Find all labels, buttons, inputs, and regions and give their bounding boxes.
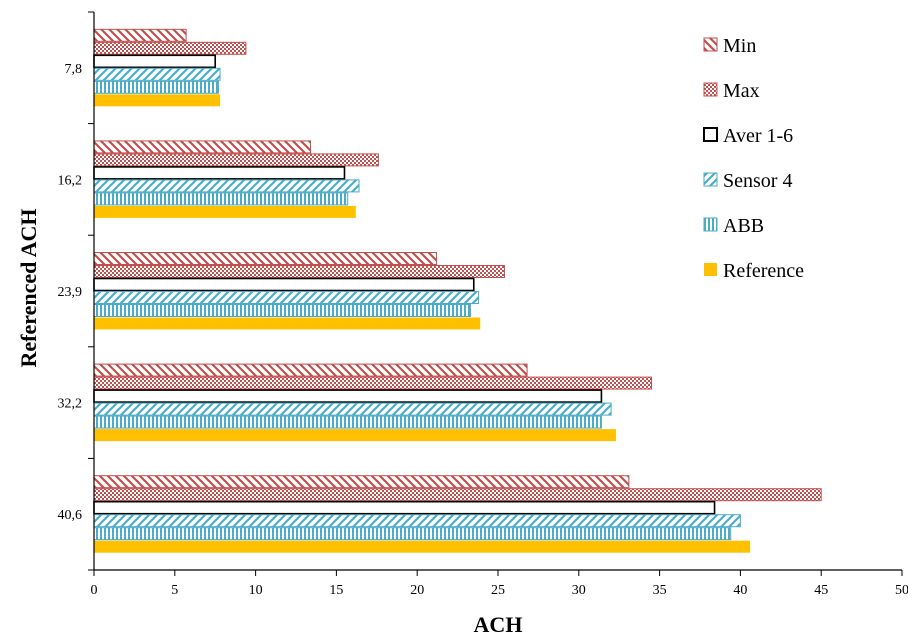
y-tick-labels: 7,8 16,2 23,9 32,2 40,6 bbox=[58, 62, 83, 523]
bar-sensor-4-16-2 bbox=[93, 179, 360, 193]
bar-abb-7-8 bbox=[93, 80, 219, 94]
legend-label: Sensor 4 bbox=[723, 170, 792, 192]
x-tick-label: 15 bbox=[329, 583, 343, 598]
y-tick-label: 7,8 bbox=[65, 62, 83, 77]
y-tick-label: 23,9 bbox=[58, 285, 83, 300]
x-tick-label: 50 bbox=[895, 583, 908, 598]
legend-label: Reference bbox=[723, 260, 804, 282]
bars-group bbox=[93, 28, 822, 553]
legend-label: ABB bbox=[723, 215, 764, 237]
legend-swatch bbox=[703, 82, 718, 97]
bar-max-40-6 bbox=[93, 488, 822, 502]
x-tick-label: 20 bbox=[410, 583, 424, 598]
bar-max-23-9 bbox=[93, 265, 505, 278]
bar-min-40-6 bbox=[93, 475, 630, 489]
bar-min-32-2 bbox=[93, 363, 528, 377]
legend-swatch bbox=[703, 217, 718, 232]
y-tick-label: 40,6 bbox=[58, 508, 83, 523]
bar-sensor-4-32-2 bbox=[93, 402, 612, 416]
bar-abb-16-2 bbox=[93, 192, 349, 206]
y-tick-label: 16,2 bbox=[58, 173, 83, 188]
y-tick-label: 32,2 bbox=[58, 397, 83, 412]
legend-swatch bbox=[703, 172, 718, 187]
bar-aver-1-6-7-8 bbox=[93, 54, 216, 69]
legend: Min Max Aver 1-6 Sensor 4 ABB Reference bbox=[703, 35, 804, 282]
bar-max-16-2 bbox=[93, 153, 379, 167]
x-tick-label: 10 bbox=[249, 583, 263, 598]
bar-min-7-8 bbox=[93, 28, 187, 42]
x-tick-label: 45 bbox=[814, 583, 828, 598]
x-tick-label: 5 bbox=[171, 583, 178, 598]
legend-label: Min bbox=[723, 35, 756, 57]
x-tick-label: 25 bbox=[491, 583, 505, 598]
legend-label: Aver 1-6 bbox=[723, 125, 793, 147]
bar-min-23-9 bbox=[93, 252, 438, 265]
bar-min-16-2 bbox=[93, 140, 312, 154]
bar-aver-1-6-32-2 bbox=[93, 389, 603, 403]
x-tick-labels: 0 5 10 15 20 25 30 35 40 45 50 bbox=[91, 583, 908, 598]
bar-max-7-8 bbox=[93, 41, 247, 55]
bar-aver-1-6-40-6 bbox=[93, 500, 716, 515]
bar-sensor-4-40-6 bbox=[93, 514, 741, 528]
legend-swatch bbox=[703, 127, 718, 142]
bar-abb-40-6 bbox=[93, 527, 732, 541]
bar-aver-1-6-23-9 bbox=[93, 277, 475, 292]
legend-label: Max bbox=[723, 80, 760, 102]
axes-group bbox=[88, 11, 903, 576]
bar-abb-32-2 bbox=[93, 415, 602, 429]
bar-sensor-4-7-8 bbox=[93, 67, 221, 81]
x-axis-title: ACH bbox=[474, 612, 523, 637]
bar-reference-23-9 bbox=[94, 317, 481, 330]
bar-max-32-2 bbox=[93, 376, 653, 390]
bar-sensor-4-23-9 bbox=[93, 291, 480, 304]
legend-swatch bbox=[704, 263, 717, 276]
x-tick-label: 30 bbox=[572, 583, 586, 598]
legend-swatch bbox=[703, 37, 718, 52]
bar-aver-1-6-16-2 bbox=[93, 166, 346, 180]
bar-reference-32-2 bbox=[94, 429, 616, 442]
x-tick-label: 0 bbox=[91, 583, 98, 598]
x-tick-label: 40 bbox=[733, 583, 747, 598]
bar-reference-40-6 bbox=[94, 540, 751, 553]
x-tick-label: 35 bbox=[653, 583, 667, 598]
y-axis-title: Referenced ACH bbox=[16, 208, 41, 367]
bar-reference-7-8 bbox=[94, 94, 221, 107]
bar-reference-16-2 bbox=[94, 205, 356, 218]
bar-abb-23-9 bbox=[93, 304, 472, 317]
